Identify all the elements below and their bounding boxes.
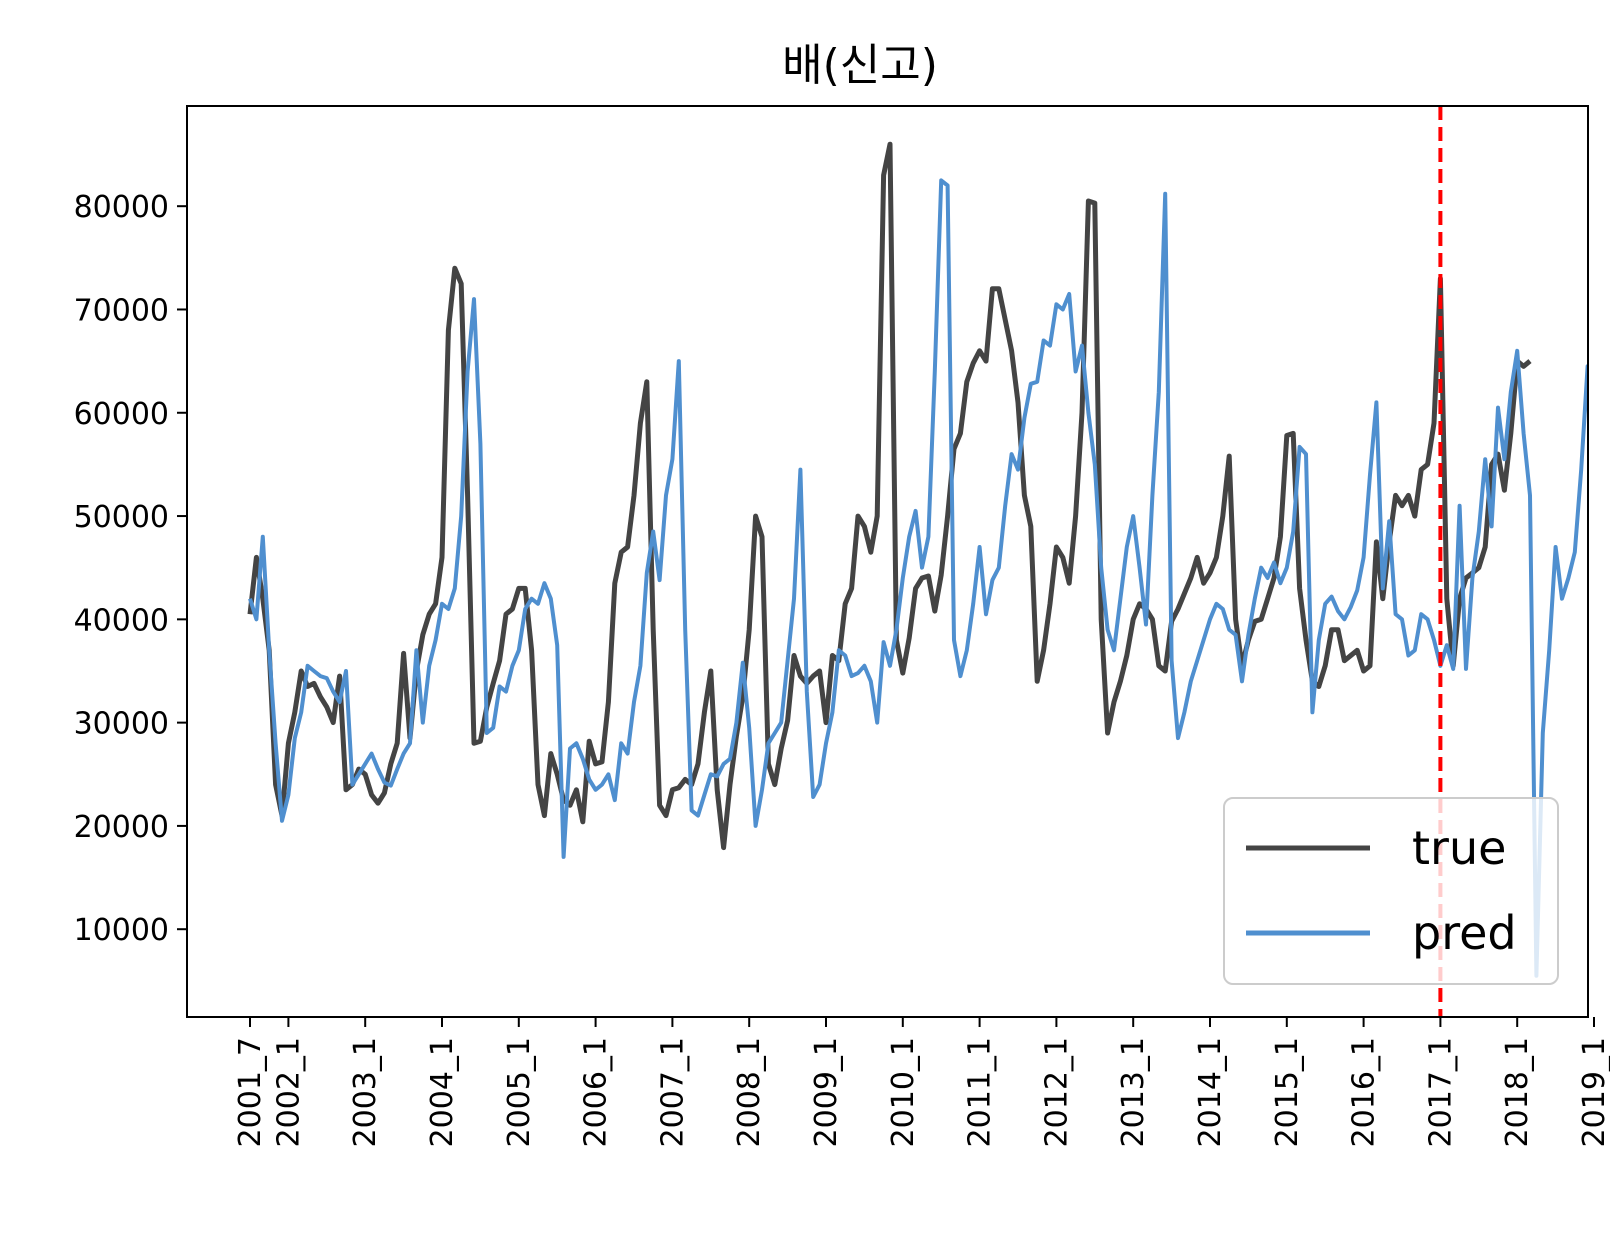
x-tick-label: 2016_1 bbox=[1347, 1037, 1382, 1147]
y-axis: 10000 20000 30000 40000 50000 60000 70000 80000 bbox=[74, 190, 187, 948]
plot-area bbox=[247, 141, 1588, 978]
chart-title: 배(신고) bbox=[782, 40, 938, 91]
legend-true-label: true bbox=[1412, 821, 1506, 875]
x-tick-label: 2015_1 bbox=[1270, 1037, 1305, 1147]
x-tick-label: 2017_1 bbox=[1423, 1037, 1458, 1147]
x-tick-label: 2009_1 bbox=[809, 1037, 844, 1147]
x-tick-label: 2002_1 bbox=[271, 1037, 306, 1147]
y-tick-label: 50000 bbox=[74, 500, 169, 535]
x-tick-label: 2008_1 bbox=[732, 1037, 767, 1147]
x-tick-label: 2010_1 bbox=[886, 1037, 921, 1147]
y-tick-label: 60000 bbox=[74, 397, 169, 432]
x-tick-label: 2014_1 bbox=[1193, 1037, 1228, 1147]
x-tick-label: 2001_7 bbox=[233, 1037, 268, 1147]
x-tick-label: 2018_1 bbox=[1500, 1037, 1535, 1147]
x-tick-label: 2011_1 bbox=[963, 1037, 998, 1147]
x-tick-label: 2013_1 bbox=[1116, 1037, 1151, 1147]
x-tick-label: 2007_1 bbox=[655, 1037, 690, 1147]
y-tick-label: 70000 bbox=[74, 293, 169, 328]
plot-frame bbox=[186, 105, 1589, 1018]
x-tick-label: 2004_1 bbox=[425, 1037, 460, 1147]
y-tick-label: 20000 bbox=[74, 810, 169, 845]
y-tick-label: 10000 bbox=[74, 913, 169, 948]
x-tick-label: 2019_1 bbox=[1577, 1037, 1610, 1147]
x-tick-label: 2006_1 bbox=[579, 1037, 614, 1147]
legend-box bbox=[1223, 797, 1559, 985]
x-tick-label: 2012_1 bbox=[1039, 1037, 1074, 1147]
x-axis: 2001_7 2002_1 2003_1 2004_1 2005_1 2006_1 2007… bbox=[233, 1017, 1610, 1147]
legend: true pred bbox=[1223, 797, 1559, 985]
x-tick-label: 2003_1 bbox=[348, 1037, 383, 1147]
y-tick-label: 30000 bbox=[74, 707, 169, 742]
x-tick-label: 2005_1 bbox=[502, 1037, 537, 1147]
legend-pred-label: pred bbox=[1412, 906, 1517, 960]
y-tick-label: 40000 bbox=[74, 603, 169, 638]
series-line-pred bbox=[248, 178, 1588, 978]
y-tick-label: 80000 bbox=[74, 190, 169, 225]
